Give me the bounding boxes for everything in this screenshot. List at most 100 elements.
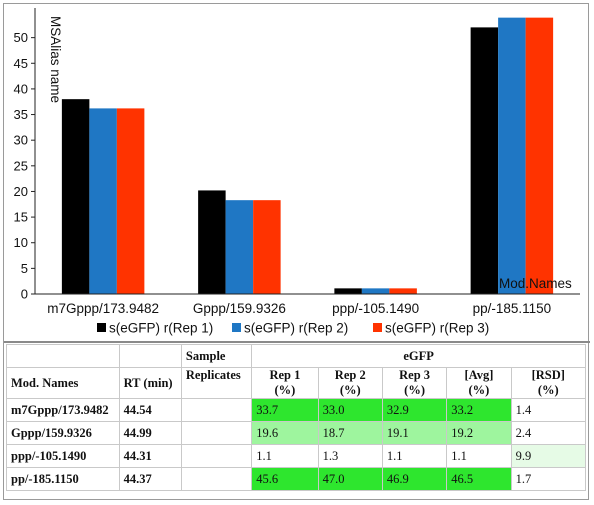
row-rep3: 1.1 <box>381 444 448 468</box>
header-rep3: Rep 3 (%) <box>381 367 448 399</box>
header-rep2: Rep 2 (%) <box>317 367 383 399</box>
bars-group <box>61 17 554 295</box>
row-rep1: 45.6 <box>251 467 319 491</box>
row-avg: 33.2 <box>446 398 512 422</box>
header-rep1: Rep 1 (%) <box>251 367 319 399</box>
row-rep3: 32.9 <box>381 398 448 422</box>
header-rep1-line1: Rep 1 <box>269 368 301 382</box>
y-tick-label: 30 <box>14 133 28 148</box>
header-rep1-line2: (%) <box>274 383 296 397</box>
row-mod-name: ppp/-105.1490 <box>6 444 120 468</box>
table-header-row-1: Sample eGFP <box>6 344 586 368</box>
y-tick-label: 25 <box>14 158 28 173</box>
header-replicates: Replicates <box>180 367 253 399</box>
bar <box>334 288 362 294</box>
header-avg-line1: [Avg] <box>464 368 494 382</box>
header-avg-line2: (%) <box>468 383 490 397</box>
row-avg: 19.2 <box>446 421 512 445</box>
header-mod-names: Mod. Names <box>6 367 120 399</box>
row-rep3: 46.9 <box>381 467 448 491</box>
header-rsd-line2: (%) <box>537 383 559 397</box>
y-tick-label: 50 <box>14 30 28 45</box>
y-tick-label: 10 <box>14 235 28 250</box>
data-table: Sample eGFP Replicates Rep 1 (%) Rep 2 (%)… <box>6 344 587 491</box>
table-row: Gppp/159.9326 44.99 19.6 18.7 19.1 19.2 … <box>6 421 587 445</box>
row-rt: 44.99 <box>118 421 182 445</box>
bar <box>198 190 226 294</box>
header-rsd-line1: [RSD] <box>531 368 565 382</box>
y-axis-title: MSAlias name <box>48 16 63 103</box>
row-empty-cell <box>180 444 253 468</box>
row-rep3: 19.1 <box>381 421 448 445</box>
bar <box>89 108 117 294</box>
table-row: ppp/-105.1490 44.31 1.1 1.3 1.1 1.1 9.9 <box>6 444 587 468</box>
y-tick-label: 20 <box>14 184 28 199</box>
bar <box>525 17 554 294</box>
y-tick-label: 40 <box>14 81 28 96</box>
row-rep1: 33.7 <box>251 398 319 422</box>
row-rep2: 33.0 <box>317 398 383 422</box>
row-rt: 44.37 <box>118 467 182 491</box>
row-rep2: 1.3 <box>317 444 383 468</box>
bar <box>61 99 90 294</box>
header-rt: RT (min) <box>118 367 182 399</box>
row-rsd: 1.7 <box>510 467 587 491</box>
legend-label: s(eGFP) r(Rep 1) <box>109 321 213 336</box>
header-rep2-line1: Rep 2 <box>334 368 366 382</box>
legend-swatch <box>97 323 106 332</box>
bar <box>225 200 254 294</box>
row-avg: 1.1 <box>446 444 512 468</box>
row-rsd: 1.4 <box>510 398 587 422</box>
y-tick-label: 45 <box>14 56 28 71</box>
table-row: pp/-185.1150 44.37 45.6 47.0 46.9 46.5 1… <box>6 467 587 491</box>
header-sample: Sample <box>180 344 253 368</box>
row-rsd: 9.9 <box>510 444 587 468</box>
table-row: m7Gppp/173.9482 44.54 33.7 33.0 32.9 33.… <box>6 398 587 422</box>
x-category-label: m7Gppp/173.9482 <box>47 301 159 316</box>
legend-label: s(eGFP) r(Rep 3) <box>385 321 489 336</box>
row-rep1: 1.1 <box>251 444 319 468</box>
y-tick-label: 15 <box>14 210 28 225</box>
y-tick-label: 5 <box>21 261 28 276</box>
bar-chart: 0 5 10 15 20 25 30 35 40 45 50 m7Gppp/173.9482 Gppp… <box>14 8 580 336</box>
y-tick-label: 35 <box>14 107 28 122</box>
row-rt: 44.31 <box>118 444 182 468</box>
x-axis-title: Mod.Names <box>499 276 572 291</box>
y-tick-label: 0 <box>21 287 28 302</box>
bar <box>470 27 499 295</box>
x-category-label: ppp/-105.1490 <box>332 301 419 316</box>
legend-label: s(eGFP) r(Rep 2) <box>244 321 348 336</box>
legend: s(eGFP) r(Rep 1) s(eGFP) r(Rep 2) s(eGFP) … <box>97 321 489 336</box>
x-axis-categories: m7Gppp/173.9482 Gppp/159.9326 ppp/-105.149… <box>47 301 551 316</box>
row-empty-cell <box>180 467 253 491</box>
bar <box>116 108 145 294</box>
header-rep3-line2: (%) <box>404 383 425 397</box>
row-rep2: 18.7 <box>317 421 383 445</box>
row-empty-cell <box>180 421 253 445</box>
header-avg: [Avg] (%) <box>446 367 512 399</box>
separator-line <box>4 341 590 343</box>
legend-swatch <box>373 323 382 332</box>
table-blank-cell <box>118 344 182 368</box>
row-rep1: 19.6 <box>251 421 319 445</box>
bar <box>253 200 281 294</box>
header-rep3-line1: Rep 3 <box>399 368 431 382</box>
bar <box>361 288 390 294</box>
row-empty-cell <box>180 398 253 422</box>
row-mod-name: m7Gppp/173.9482 <box>6 398 120 422</box>
table-corner-cell <box>6 344 120 368</box>
x-category-label: Gppp/159.9326 <box>193 301 286 316</box>
row-mod-name: pp/-185.1150 <box>6 467 120 491</box>
row-mod-name: Gppp/159.9326 <box>6 421 120 445</box>
table-header-row-3: Mod. Names RT (min) <box>6 367 586 399</box>
legend-swatch <box>232 323 241 332</box>
x-category-label: pp/-185.1150 <box>473 301 552 316</box>
y-axis-ticks: 0 5 10 15 20 25 30 35 40 45 50 <box>14 30 35 302</box>
header-rep2-line2: (%) <box>339 383 361 397</box>
header-egfp: eGFP <box>251 344 586 368</box>
bar <box>389 288 417 294</box>
row-rt: 44.54 <box>118 398 182 422</box>
bar <box>498 17 526 294</box>
header-rsd: [RSD] (%) <box>510 367 587 399</box>
row-avg: 46.5 <box>446 467 512 491</box>
